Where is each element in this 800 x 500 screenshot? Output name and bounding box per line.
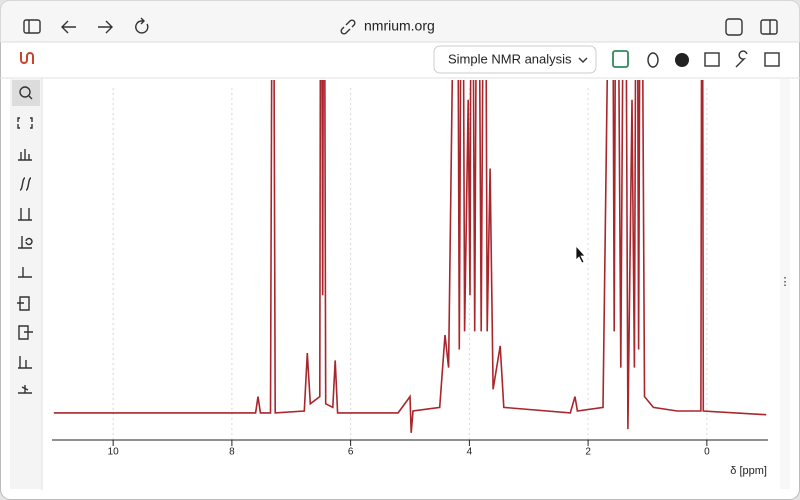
browser-bar xyxy=(0,0,800,42)
dropdown-arrow xyxy=(578,57,588,63)
auto-tool[interactable] xyxy=(18,385,32,394)
debug-button[interactable] xyxy=(647,52,659,68)
x-tick-label: 6 xyxy=(348,447,354,458)
range-tool[interactable] xyxy=(18,208,32,221)
workspace-dropdown[interactable] xyxy=(433,45,597,74)
workspace-label[interactable]: Simple NMR analysis xyxy=(448,51,572,66)
help-button[interactable] xyxy=(675,53,689,67)
x-tick-label: 4 xyxy=(467,447,473,458)
resize-handle[interactable] xyxy=(780,79,790,489)
url[interactable]: nmrium.org xyxy=(364,18,435,34)
handle-dots[interactable]: ⋮ xyxy=(780,276,791,288)
sidebar-right-button[interactable] xyxy=(760,19,778,35)
spectrum-line xyxy=(53,80,767,433)
multiplet-tool[interactable] xyxy=(18,356,32,369)
forward-button[interactable] xyxy=(98,20,113,34)
import-tool[interactable] xyxy=(17,296,30,311)
x-tick-label: 8 xyxy=(229,447,235,458)
baseline-tool[interactable] xyxy=(18,267,32,278)
peak-tool[interactable] xyxy=(18,149,32,161)
logo[interactable] xyxy=(20,52,34,64)
cursor xyxy=(575,244,586,264)
reload-button[interactable] xyxy=(135,17,149,34)
zoom-tool-active[interactable] xyxy=(12,80,40,106)
zoom-tool[interactable] xyxy=(19,86,33,100)
extension-button[interactable] xyxy=(725,18,743,36)
integral-tool[interactable] xyxy=(19,177,32,191)
save-button[interactable] xyxy=(612,50,629,68)
sidebar-button[interactable] xyxy=(23,19,41,34)
settings-button[interactable] xyxy=(735,50,748,68)
link-icon xyxy=(340,19,356,35)
left-toolbar xyxy=(10,79,42,489)
film-button[interactable] xyxy=(704,52,720,67)
plot: 10 8 6 4 2 0 xyxy=(53,80,767,458)
x-tick-label: 0 xyxy=(704,447,710,458)
full-view-tool[interactable] xyxy=(17,117,33,129)
x-tick-label: 10 xyxy=(108,447,120,458)
export-tool[interactable] xyxy=(18,325,33,340)
phase-tool[interactable] xyxy=(18,236,33,249)
window-button[interactable] xyxy=(764,52,780,67)
back-button[interactable] xyxy=(61,20,76,34)
x-axis-label: δ [ppm] xyxy=(730,465,767,477)
x-tick-label: 2 xyxy=(585,447,591,458)
